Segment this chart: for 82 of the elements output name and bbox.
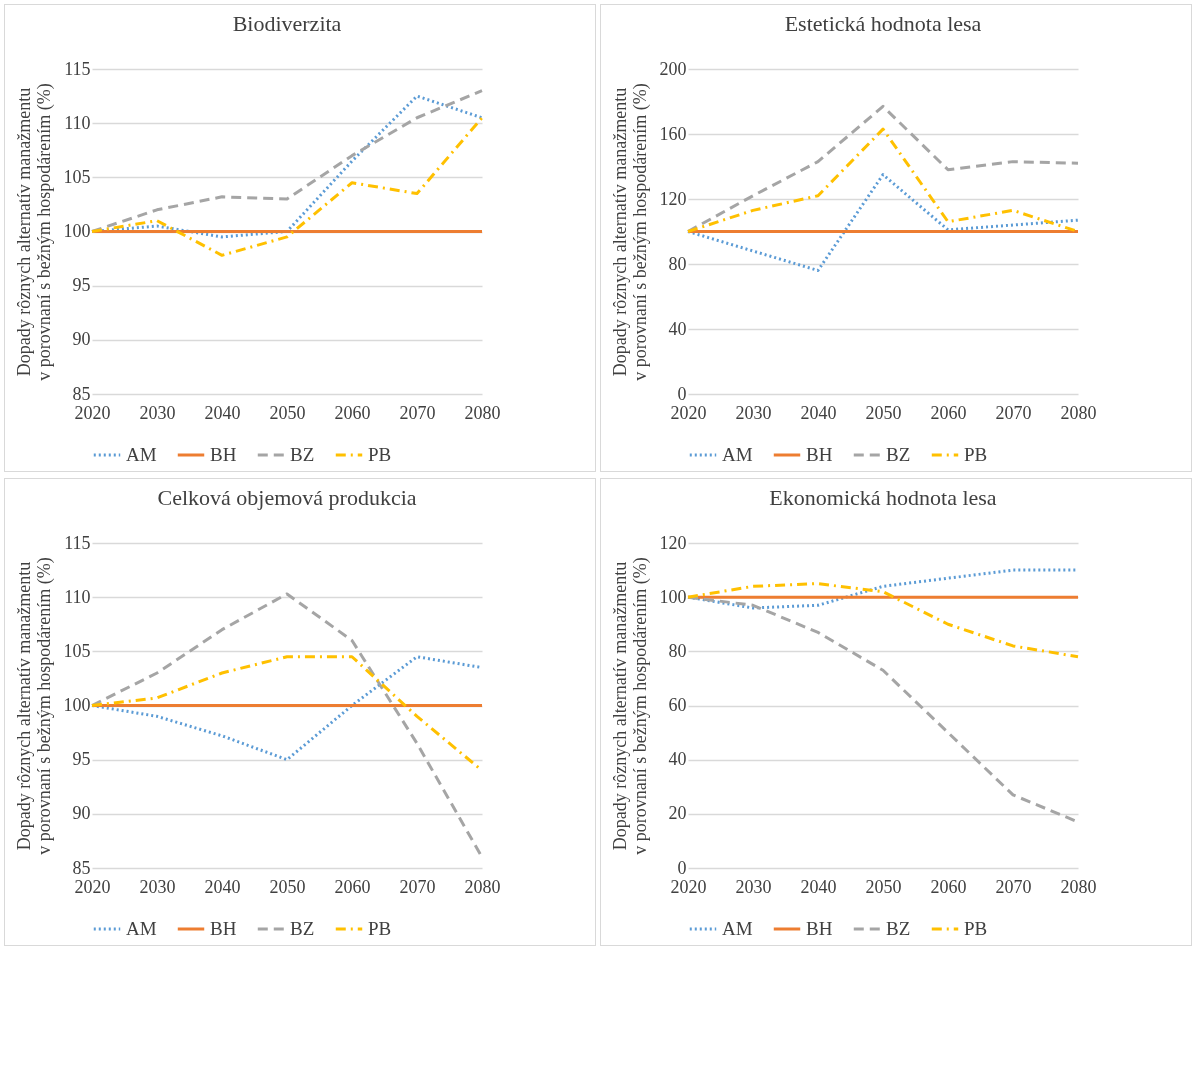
y-tick-label: 0 bbox=[677, 857, 687, 878]
y-tick-label: 120 bbox=[659, 188, 687, 209]
legend-label: BZ bbox=[886, 444, 911, 465]
y-tick-label: 110 bbox=[64, 112, 91, 133]
chart-title: Biodiverzita bbox=[232, 11, 342, 36]
legend-label: BZ bbox=[886, 918, 911, 939]
y-tick-label: 85 bbox=[72, 857, 91, 878]
line-series bbox=[90, 116, 484, 257]
y-tick-label: 85 bbox=[72, 383, 91, 404]
x-tick-label: 2020 bbox=[74, 876, 111, 897]
y-tick-label: 90 bbox=[72, 329, 91, 350]
legend-label: BZ bbox=[290, 444, 315, 465]
y-tick-label: 115 bbox=[64, 58, 91, 79]
y-tick-label: 0 bbox=[677, 383, 687, 404]
x-tick-label: 2050 bbox=[865, 402, 902, 423]
x-tick-label: 2070 bbox=[399, 402, 436, 423]
legend-label: PB bbox=[368, 918, 392, 939]
legend-label: PB bbox=[964, 918, 988, 939]
x-tick-label: 2050 bbox=[865, 876, 902, 897]
x-tick-label: 2080 bbox=[1060, 876, 1097, 897]
legend-label: AM bbox=[722, 444, 753, 465]
y-axis-title: Dopady rôznych alternatív manažmentu v porovnaní s bežným hospodárením (%) bbox=[609, 83, 651, 381]
x-tick-label: 2050 bbox=[269, 402, 306, 423]
x-tick-label: 2030 bbox=[735, 402, 772, 423]
x-tick-label: 2070 bbox=[995, 402, 1032, 423]
y-axis-title: Dopady rôznych alternatív manažmentu v porovnaní s bežným hospodárením (%) bbox=[13, 557, 55, 855]
x-tick-label: 2060 bbox=[334, 876, 371, 897]
x-tick-label: 2040 bbox=[204, 876, 241, 897]
legend-label: AM bbox=[126, 444, 157, 465]
chart-title: Ekonomická hodnota lesa bbox=[769, 485, 997, 510]
y-axis-title: Dopady rôznych alternatív manažmentu v porovnaní s bežným hospodárením (%) bbox=[13, 83, 55, 381]
y-tick-label: 95 bbox=[72, 275, 91, 296]
x-tick-label: 2080 bbox=[1060, 402, 1097, 423]
x-tick-label: 2030 bbox=[139, 876, 176, 897]
y-tick-label: 80 bbox=[668, 253, 687, 274]
line-series bbox=[686, 582, 1080, 659]
y-axis-title: Dopady rôznych alternatív manažmentu v porovnaní s bežným hospodárením (%) bbox=[609, 557, 651, 855]
x-tick-label: 2020 bbox=[74, 402, 111, 423]
x-tick-label: 2080 bbox=[464, 402, 501, 423]
y-tick-label: 95 bbox=[72, 749, 91, 770]
y-tick-label: 40 bbox=[668, 318, 687, 339]
y-tick-label: 100 bbox=[659, 586, 687, 607]
y-tick-label: 100 bbox=[63, 221, 91, 241]
y-tick-label: 60 bbox=[668, 695, 687, 715]
x-tick-label: 2020 bbox=[670, 402, 707, 423]
x-tick-label: 2080 bbox=[464, 876, 501, 897]
x-tick-label: 2030 bbox=[735, 876, 772, 897]
y-tick-label: 105 bbox=[63, 166, 91, 187]
x-tick-label: 2040 bbox=[800, 876, 837, 897]
chart-title: Estetická hodnota lesa bbox=[784, 11, 982, 36]
legend-label: BZ bbox=[290, 918, 315, 939]
legend-label: AM bbox=[126, 918, 157, 939]
legend-label: BH bbox=[210, 918, 237, 939]
x-tick-label: 2030 bbox=[139, 402, 176, 423]
x-tick-label: 2070 bbox=[995, 876, 1032, 897]
y-tick-label: 80 bbox=[668, 640, 687, 661]
x-tick-label: 2040 bbox=[800, 402, 837, 423]
y-tick-label: 110 bbox=[64, 586, 91, 607]
legend-label: BH bbox=[806, 918, 833, 939]
legend-label: PB bbox=[368, 444, 392, 465]
legend-label: AM bbox=[722, 918, 753, 939]
y-tick-label: 20 bbox=[668, 803, 687, 824]
line-series bbox=[686, 104, 1080, 233]
y-tick-label: 100 bbox=[63, 695, 91, 715]
y-tick-label: 200 bbox=[659, 58, 687, 79]
x-tick-label: 2040 bbox=[204, 402, 241, 423]
y-tick-label: 115 bbox=[64, 532, 91, 553]
x-tick-label: 2060 bbox=[930, 402, 967, 423]
x-tick-label: 2060 bbox=[930, 876, 967, 897]
y-tick-label: 120 bbox=[659, 532, 687, 553]
x-tick-label: 2060 bbox=[334, 402, 371, 423]
legend-label: BH bbox=[210, 444, 237, 465]
x-tick-label: 2070 bbox=[399, 876, 436, 897]
y-tick-label: 90 bbox=[72, 803, 91, 824]
chart-title: Celková objemová produkcia bbox=[157, 485, 417, 510]
legend-label: BH bbox=[806, 444, 833, 465]
x-tick-label: 2020 bbox=[670, 876, 707, 897]
y-tick-label: 105 bbox=[63, 640, 91, 661]
x-tick-label: 2050 bbox=[269, 876, 306, 897]
y-tick-label: 160 bbox=[659, 123, 687, 144]
legend-label: PB bbox=[964, 444, 988, 465]
y-tick-label: 40 bbox=[668, 749, 687, 770]
